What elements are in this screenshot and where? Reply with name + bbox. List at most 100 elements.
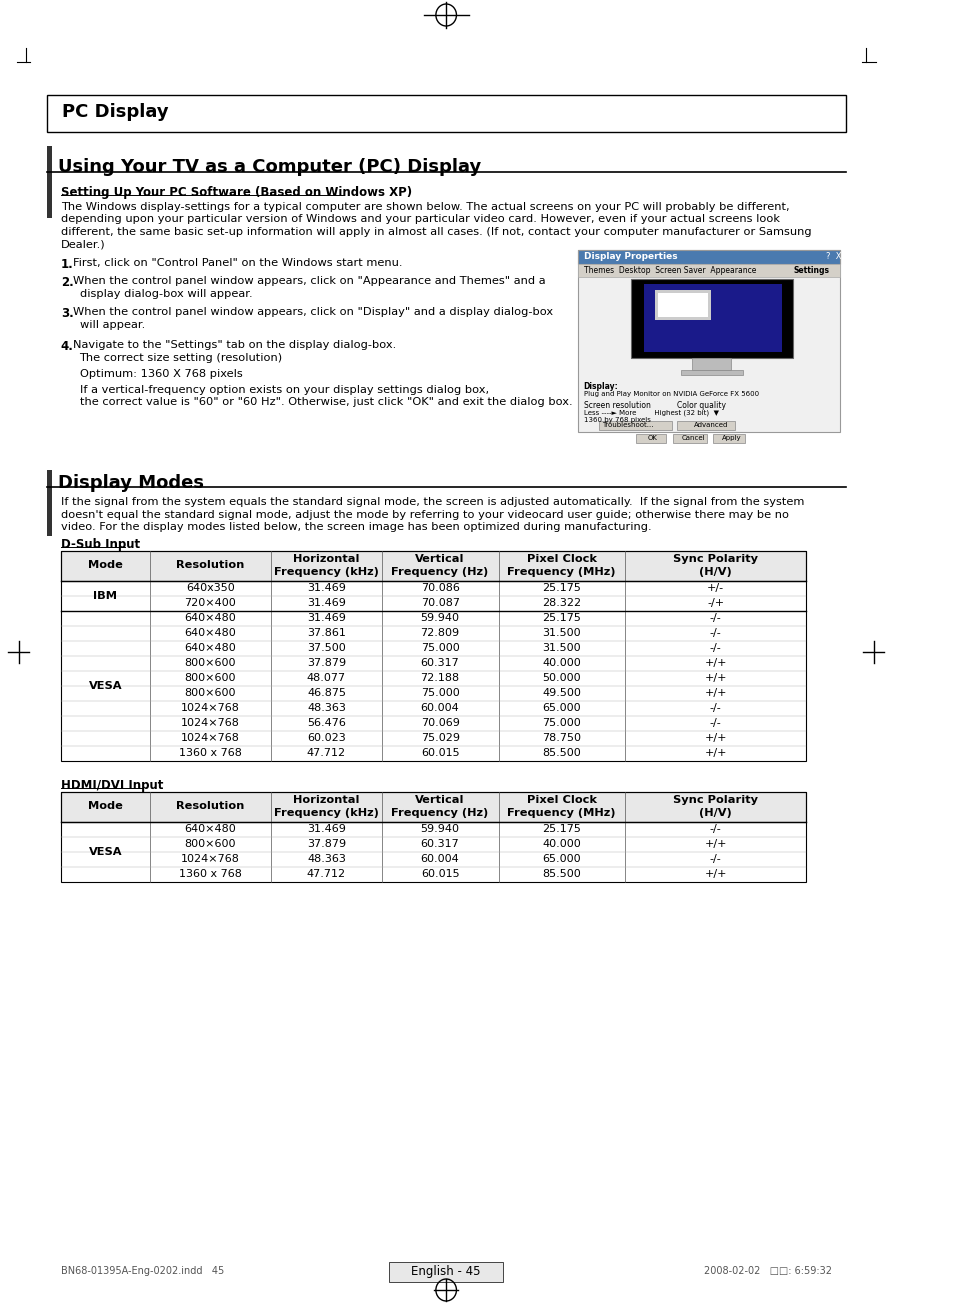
Bar — [712, 434, 743, 443]
Text: 31.469: 31.469 — [307, 583, 346, 593]
Text: 78.750: 78.750 — [541, 733, 580, 743]
Text: Mode: Mode — [88, 559, 123, 570]
Text: Mode: Mode — [88, 801, 123, 811]
Text: When the control panel window appears, click on "Display" and a display dialog-b: When the control panel window appears, c… — [72, 306, 553, 317]
Text: 60.015: 60.015 — [420, 748, 459, 758]
Bar — [657, 293, 707, 317]
Text: 46.875: 46.875 — [307, 689, 346, 698]
Text: depending upon your particular version of Windows and your particular video card: depending upon your particular version o… — [61, 214, 779, 224]
Text: Apply: Apply — [721, 436, 741, 441]
Bar — [643, 284, 781, 352]
Text: 40.000: 40.000 — [541, 838, 580, 849]
Text: 1024×768: 1024×768 — [181, 703, 239, 713]
Text: 50.000: 50.000 — [542, 673, 580, 683]
Text: 800×600: 800×600 — [185, 838, 236, 849]
Text: 1.: 1. — [61, 258, 73, 271]
Text: video. For the display modes listed below, the screen image has been optimized d: video. For the display modes listed belo… — [61, 522, 651, 532]
Bar — [654, 289, 710, 319]
Text: 72.809: 72.809 — [420, 629, 459, 638]
Text: Display Properties: Display Properties — [583, 252, 677, 261]
Text: 4.: 4. — [61, 340, 73, 353]
Bar — [61, 792, 805, 882]
Bar — [673, 434, 706, 443]
Text: Frequency (Hz): Frequency (Hz) — [391, 808, 488, 818]
Text: 40.000: 40.000 — [541, 659, 580, 668]
Text: Frequency (MHz): Frequency (MHz) — [507, 808, 616, 818]
Text: Themes  Desktop  Screen Saver  Appearance: Themes Desktop Screen Saver Appearance — [583, 266, 756, 275]
Text: 800×600: 800×600 — [185, 673, 236, 683]
Text: If the signal from the system equals the standard signal mode, the screen is adj: If the signal from the system equals the… — [61, 497, 803, 507]
Text: +/+: +/+ — [703, 689, 726, 698]
Text: 1024×768: 1024×768 — [181, 854, 239, 865]
Bar — [636, 434, 665, 443]
Bar — [389, 1262, 502, 1282]
Text: display dialog-box will appear.: display dialog-box will appear. — [79, 289, 252, 299]
Text: The Windows display-settings for a typical computer are shown below. The actual : The Windows display-settings for a typic… — [61, 202, 788, 213]
Text: ?  X: ? X — [825, 252, 841, 261]
Text: 60.015: 60.015 — [420, 868, 459, 879]
Text: (H/V): (H/V) — [699, 567, 731, 576]
Text: Troubleshoot...: Troubleshoot... — [601, 422, 653, 428]
Text: HDMI/DVI Input: HDMI/DVI Input — [61, 778, 163, 792]
Text: 75.000: 75.000 — [420, 643, 459, 653]
Text: 65.000: 65.000 — [542, 703, 580, 713]
Text: 75.029: 75.029 — [420, 733, 459, 743]
Text: Frequency (MHz): Frequency (MHz) — [507, 567, 616, 576]
Text: +/+: +/+ — [703, 838, 726, 849]
Bar — [631, 279, 792, 359]
Text: 60.004: 60.004 — [420, 854, 459, 865]
Bar — [61, 552, 805, 582]
Text: Less ----► More        Highest (32 bit)  ▼: Less ----► More Highest (32 bit) ▼ — [583, 409, 718, 416]
Text: -/-: -/- — [709, 854, 720, 865]
Text: 1360 x 768: 1360 x 768 — [179, 748, 242, 758]
Text: 31.469: 31.469 — [307, 599, 346, 608]
Text: 800×600: 800×600 — [185, 659, 236, 668]
Text: Optimum: 1360 X 768 pixels: Optimum: 1360 X 768 pixels — [79, 369, 242, 379]
Text: 59.940: 59.940 — [420, 824, 459, 835]
Bar — [578, 263, 839, 276]
Text: 640×480: 640×480 — [184, 629, 236, 638]
Text: 2.: 2. — [61, 276, 73, 289]
Text: +/+: +/+ — [703, 868, 726, 879]
Text: 1024×768: 1024×768 — [181, 719, 239, 728]
Text: Vertical: Vertical — [415, 795, 464, 805]
Text: English - 45: English - 45 — [411, 1265, 480, 1278]
Text: 70.087: 70.087 — [420, 599, 459, 608]
Text: 60.317: 60.317 — [420, 838, 459, 849]
Text: 31.469: 31.469 — [307, 824, 346, 835]
Text: +/+: +/+ — [703, 748, 726, 758]
Text: BN68-01395A-Eng-0202.indd   45: BN68-01395A-Eng-0202.indd 45 — [61, 1266, 224, 1277]
Bar — [47, 146, 52, 218]
Bar — [47, 469, 52, 536]
Text: 28.322: 28.322 — [541, 599, 580, 608]
Text: Sync Polarity: Sync Polarity — [673, 795, 758, 805]
Text: 640x350: 640x350 — [186, 583, 234, 593]
Bar — [692, 359, 731, 370]
Text: -/-: -/- — [709, 613, 720, 623]
Bar — [61, 552, 805, 762]
Text: 37.879: 37.879 — [307, 659, 346, 668]
Text: 2008-02-02   □□: 6:59:32: 2008-02-02 □□: 6:59:32 — [702, 1266, 831, 1277]
Text: Sync Polarity: Sync Polarity — [673, 554, 758, 565]
Text: 25.175: 25.175 — [541, 583, 580, 593]
Text: Plug and Play Monitor on NVIDIA GeForce FX 5600: Plug and Play Monitor on NVIDIA GeForce … — [583, 391, 758, 396]
Text: +/+: +/+ — [703, 659, 726, 668]
Text: Dealer.): Dealer.) — [61, 240, 106, 249]
Text: doesn't equal the standard signal mode, adjust the mode by referring to your vid: doesn't equal the standard signal mode, … — [61, 510, 788, 519]
Text: Frequency (kHz): Frequency (kHz) — [274, 808, 378, 818]
Text: 70.086: 70.086 — [420, 583, 459, 593]
Text: 800×600: 800×600 — [185, 689, 236, 698]
Text: 59.940: 59.940 — [420, 613, 459, 623]
Text: 720×400: 720×400 — [184, 599, 236, 608]
Text: 31.500: 31.500 — [542, 643, 580, 653]
Text: VESA: VESA — [89, 848, 122, 857]
Text: 60.004: 60.004 — [420, 703, 459, 713]
Text: 25.175: 25.175 — [541, 613, 580, 623]
Text: Pixel Clock: Pixel Clock — [526, 795, 596, 805]
Text: 47.712: 47.712 — [307, 868, 346, 879]
Text: 48.363: 48.363 — [307, 703, 346, 713]
Text: 85.500: 85.500 — [541, 748, 580, 758]
Text: Cancel: Cancel — [681, 436, 705, 441]
Text: Vertical: Vertical — [415, 554, 464, 565]
Text: 48.077: 48.077 — [307, 673, 346, 683]
